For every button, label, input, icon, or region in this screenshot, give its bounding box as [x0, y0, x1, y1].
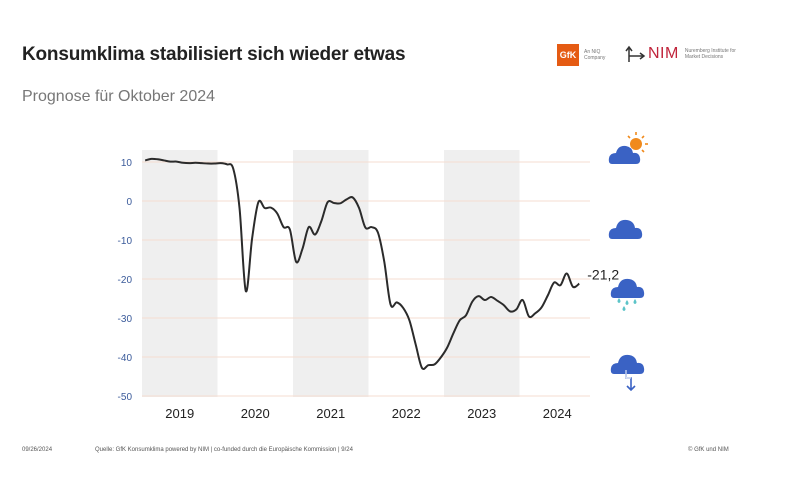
year-band-2021: [293, 150, 369, 397]
page-subtitle: Prognose für Oktober 2024: [22, 88, 216, 105]
nim-logo-mark: NIM: [648, 45, 679, 62]
sun-behind-cloud-icon: [608, 132, 648, 164]
x-tick-label: 2020: [241, 406, 270, 421]
footer-source: Quelle: GfK Konsumklima powered by NIM |…: [95, 447, 353, 453]
y-tick-label: -30: [118, 314, 133, 325]
year-bands: [142, 150, 520, 397]
y-tick-label: 0: [126, 197, 132, 208]
end-value-label: -21,2: [587, 267, 619, 283]
x-tick-label: 2019: [165, 406, 194, 421]
x-tick-label: 2021: [316, 406, 345, 421]
y-tick-label: -50: [118, 392, 133, 403]
y-axis-ticks: 10 0 -10 -20 -30 -40 -50: [118, 158, 133, 403]
x-tick-label: 2024: [543, 406, 572, 421]
thunderstorm-cloud-icon: [610, 354, 645, 392]
series-line-konsumklima: [144, 157, 580, 370]
cloud-icon: [608, 219, 643, 239]
x-axis-ticks: 2019 2020 2021 2022 2023 2024: [165, 406, 571, 421]
nim-arrow-icon: [625, 45, 646, 62]
y-tick-label: -10: [118, 236, 133, 247]
gfk-logo: GfK An NIQ Company: [557, 44, 614, 66]
x-tick-label: 2023: [467, 406, 496, 421]
y-tick-label: -20: [118, 275, 133, 286]
y-tick-label: -40: [118, 353, 133, 364]
year-band-2023: [444, 150, 520, 397]
gfk-logo-mark: GfK: [557, 44, 579, 66]
nim-logo-tagline: Nuremberg Institute for Market Decisions: [684, 48, 736, 60]
footer-date: 09/26/2024: [22, 447, 53, 453]
rain-cloud-icon: [610, 278, 645, 311]
year-band-2019: [142, 150, 218, 397]
nim-logo: NIM Nuremberg Institute for Market Decis…: [624, 44, 745, 64]
footer-copyright: © GfK und NIM: [688, 447, 729, 453]
gfk-logo-tagline: An NIQ Company: [584, 49, 606, 61]
x-tick-label: 2022: [392, 406, 421, 421]
y-tick-label: 10: [121, 158, 133, 169]
gridlines: [142, 161, 590, 397]
series-lines: [144, 157, 580, 370]
page-title: Konsumklima stabilisiert sich wieder etw…: [22, 44, 406, 65]
